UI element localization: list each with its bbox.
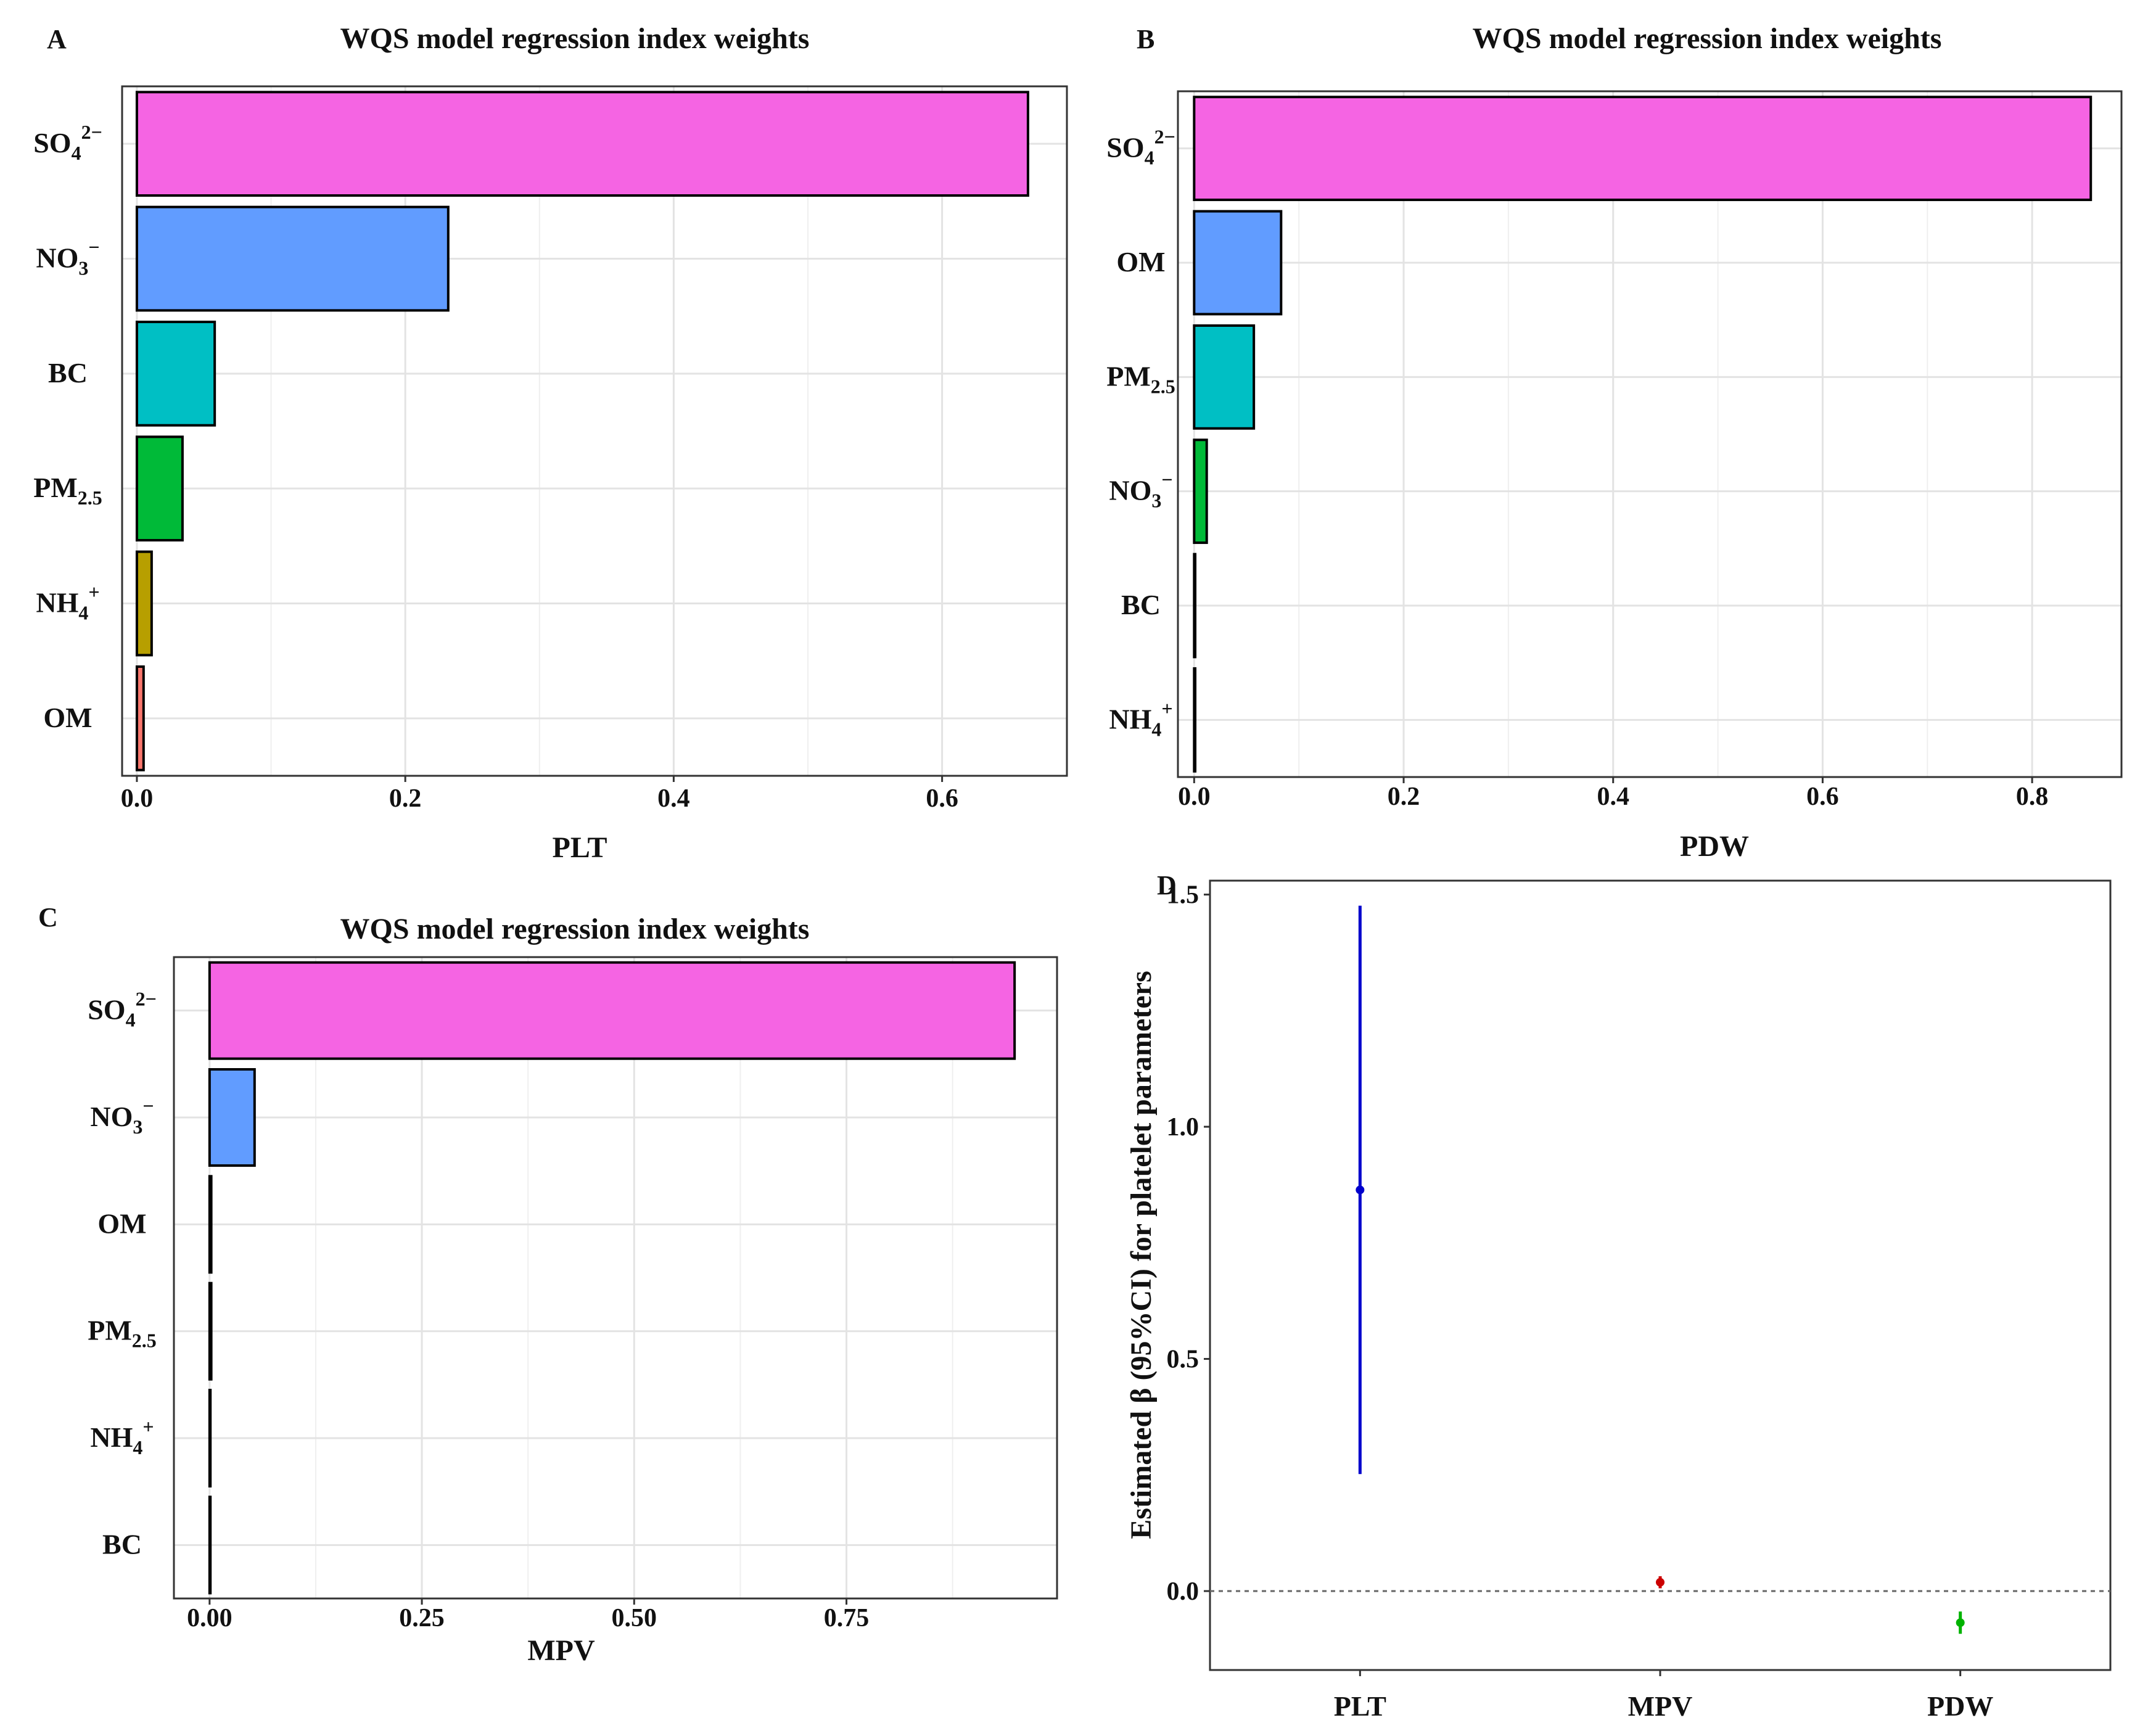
category-label-bc: BC [48,357,88,389]
category-label-bc: BC [1121,589,1161,620]
category-label-pm: PM2.5 [1106,360,1175,397]
category-label-om: OM [97,1207,146,1239]
category-label-pm: PM2.5 [33,472,102,509]
x-tick-label: 0.8 [2016,783,2049,811]
bar-no3 [1193,438,1208,545]
y-tick-label: 1.5 [1167,881,1200,910]
x-tick-label: 0.0 [1178,783,1211,811]
x-tick-label: 0.50 [612,1604,657,1632]
bar-so4 [135,91,1029,197]
x-category-label: PLT [1334,1690,1386,1722]
x-tick-label: 0.2 [389,784,422,813]
panel-c: C WQS model regression index weights MPV… [38,902,1058,1667]
category-label-no: NO3− [1109,469,1172,512]
panel-c-title: WQS model regression index weights [340,913,810,945]
panel-b-title: WQS model regression index weights [1473,22,1942,55]
category-label-nh: NH4+ [36,581,99,624]
point-mpv [1656,1578,1664,1587]
panel-a-x-axis-label: PLT [553,831,607,864]
category-label-no: NO3− [90,1095,154,1138]
x-tick-label: 0.6 [926,784,958,813]
y-tick-label: 0.5 [1167,1346,1200,1374]
bar-pm25 [1193,324,1256,430]
x-tick-label: 0.4 [657,784,690,813]
x-category-label: PDW [1927,1690,1993,1722]
bar-no3 [135,205,450,312]
plot-frame [121,85,1068,777]
panel-letter-b: B [1137,24,1154,54]
panel-c-x-axis-label: MPV [527,1634,595,1667]
bar-pm25 [208,1281,213,1381]
category-label-bc: BC [102,1528,142,1560]
plot-frame [173,956,1058,1600]
y-tick-label: 0.0 [1167,1578,1200,1606]
bar-om [208,1175,213,1274]
point-pdw [1956,1618,1965,1627]
bar-bc [1193,553,1197,659]
x-tick-label: 0.75 [824,1604,870,1632]
bar-nh4 [135,550,153,657]
x-tick-label: 0.25 [399,1604,445,1632]
y-tick-label: 1.0 [1167,1113,1200,1142]
x-tick-label: 0.00 [187,1604,232,1632]
category-label-nh: NH4+ [1109,697,1172,740]
category-label-om: OM [43,702,92,733]
panel-a: A WQS model regression index weights PLT… [33,22,1068,864]
x-tick-label: 0.4 [1597,783,1629,811]
bar-bc [135,320,216,427]
category-label-om: OM [1116,246,1165,278]
category-label-so: SO42− [33,121,102,164]
x-tick-label: 0.0 [121,784,154,813]
panel-d-y-axis-label: Estimated β (95%CI) for platelet paramet… [1125,971,1158,1539]
x-category-label: MPV [1628,1690,1693,1722]
panel-d: D Estimated β (95%CI) for platelet param… [1125,870,2112,1722]
panel-b: B WQS model regression index weights PDW… [1106,22,2123,863]
panel-a-title: WQS model regression index weights [340,22,810,55]
bar-om [135,665,145,771]
panel-letter-d: D [1157,870,1177,900]
category-label-no: NO3− [36,236,99,279]
category-label-pm: PM2.5 [88,1315,157,1352]
plot-frame [1177,90,2123,778]
point-plt [1356,1185,1365,1195]
bar-om [1193,210,1283,316]
category-label-so: SO42− [1106,126,1175,169]
panel-letter-c: C [38,902,58,932]
bar-no3 [208,1068,256,1167]
bar-so4 [208,961,1016,1060]
category-label-nh: NH4+ [90,1415,154,1458]
x-tick-label: 0.2 [1388,783,1420,811]
category-label-so: SO42− [88,988,157,1031]
panel-b-x-axis-label: PDW [1680,830,1749,863]
bar-nh4 [1193,667,1197,773]
x-tick-label: 0.6 [1806,783,1839,811]
bar-pm25 [135,435,184,542]
bar-so4 [1193,96,2092,202]
panel-letter-a: A [47,24,67,54]
